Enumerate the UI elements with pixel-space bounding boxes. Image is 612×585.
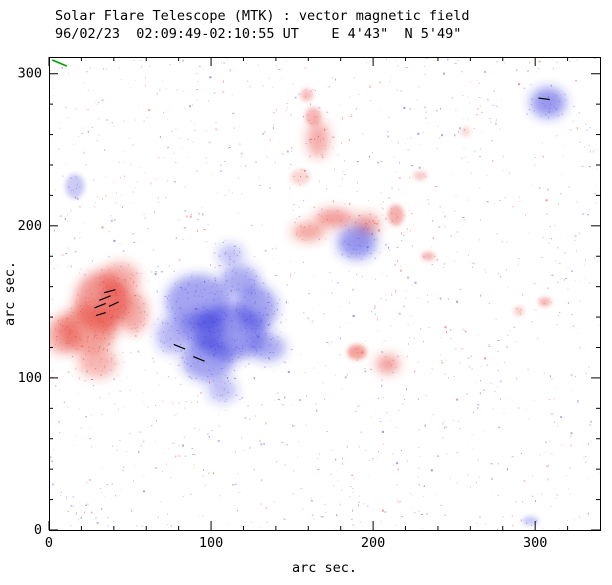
svg-text:300: 300	[18, 66, 42, 82]
plot-title: Solar Flare Telescope (MTK) : vector mag…	[55, 8, 470, 24]
plot-subtitle: 96/02/23 02:09:49-02:10:55 UT E 4'43" N …	[55, 26, 462, 42]
svg-text:0: 0	[45, 535, 53, 551]
svg-text:0: 0	[34, 522, 42, 538]
svg-text:300: 300	[523, 535, 547, 551]
svg-text:arc sec.: arc sec.	[292, 560, 357, 576]
svg-text:100: 100	[18, 370, 42, 386]
svg-text:100: 100	[199, 535, 223, 551]
svg-text:200: 200	[361, 535, 385, 551]
svg-text:200: 200	[18, 218, 42, 234]
svg-text:arc sec.: arc sec.	[2, 261, 18, 326]
